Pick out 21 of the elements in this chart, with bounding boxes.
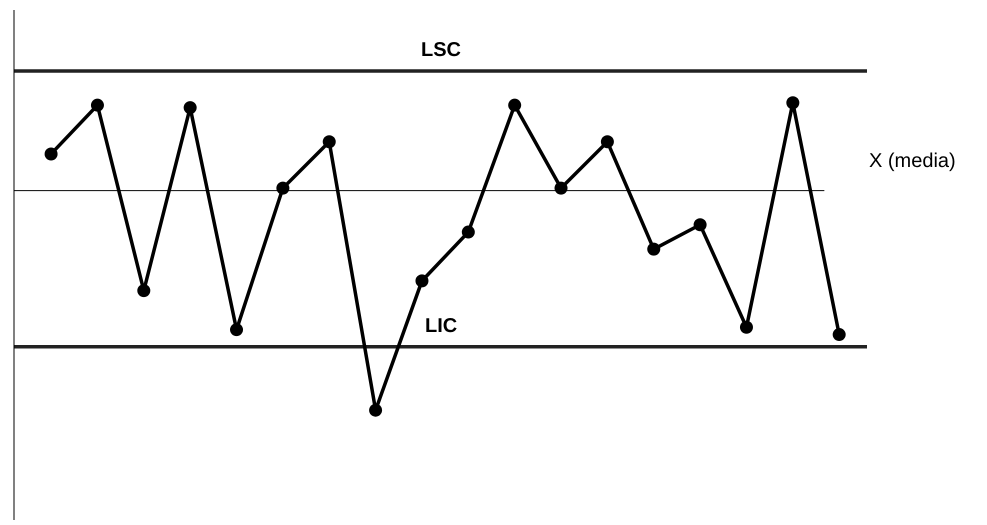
point: [462, 226, 475, 239]
point: [276, 182, 290, 195]
point: [554, 182, 568, 195]
ref-line-label: LSC: [421, 39, 461, 61]
point: [137, 284, 150, 298]
point: [230, 323, 244, 336]
point: [832, 328, 846, 342]
point: [508, 98, 522, 112]
point: [694, 218, 707, 232]
ref-line-label: LIC: [425, 315, 458, 337]
point: [369, 404, 382, 417]
ref-line-label: X (media): [869, 150, 956, 172]
point: [415, 274, 428, 288]
point: [647, 242, 660, 256]
point: [600, 135, 614, 148]
point: [90, 98, 104, 112]
point: [44, 147, 58, 160]
point: [184, 101, 197, 114]
point: [740, 320, 753, 334]
point: [322, 135, 336, 148]
point: [786, 96, 800, 110]
